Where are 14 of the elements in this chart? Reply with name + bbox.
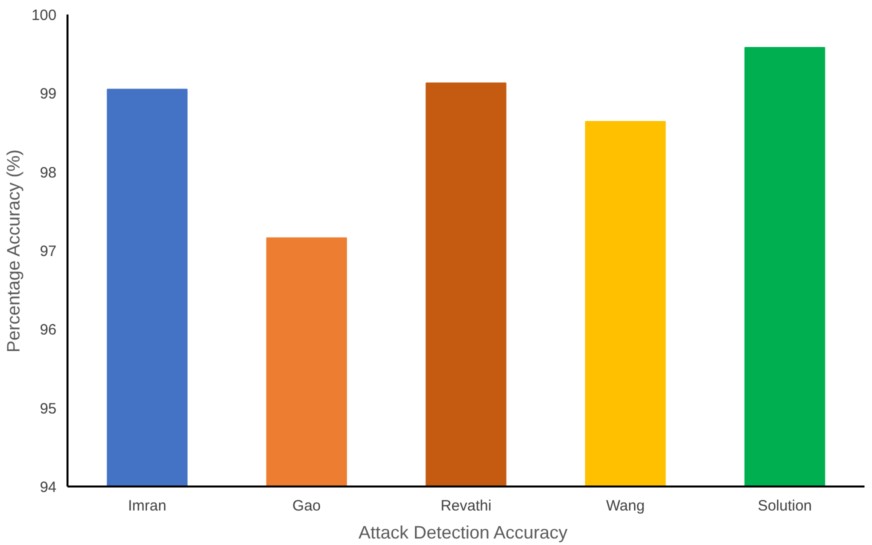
y-tick-label: 94 <box>40 479 57 496</box>
x-tick-label: Gao <box>292 498 321 514</box>
x-tick-label: Imran <box>128 498 166 514</box>
x-tick-label: Revathi <box>440 498 492 514</box>
y-tick-label: 96 <box>40 322 57 339</box>
y-tick-label: 99 <box>40 86 57 103</box>
x-tick-label: Wang <box>606 498 645 514</box>
y-axis-title: Percentage Accuracy (%) <box>3 149 24 353</box>
y-tick-label: 98 <box>40 164 57 182</box>
y-tick-label: 95 <box>40 400 57 418</box>
y-tick-label: 97 <box>40 243 57 260</box>
y-tick-label: 100 <box>31 7 57 24</box>
x-axis-title: Attack Detection Accuracy <box>358 522 568 542</box>
x-tick-label: Solution <box>758 498 812 514</box>
